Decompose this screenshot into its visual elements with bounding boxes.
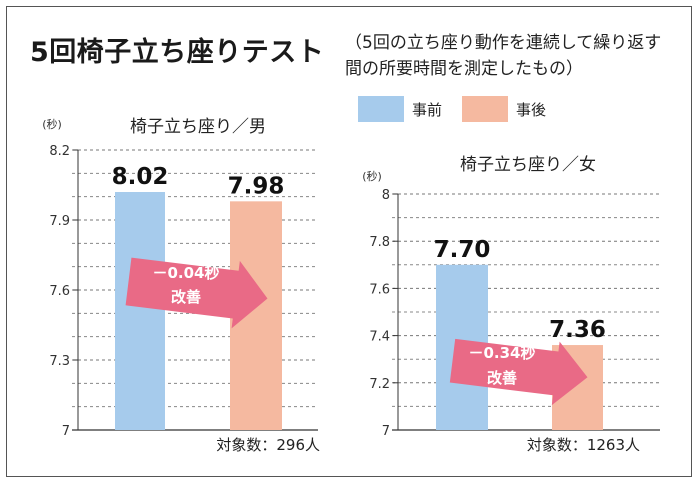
legend-swatch-before <box>358 96 404 122</box>
improvement-label-sub: 改善 <box>171 288 201 306</box>
y-axis-unit: (秒) <box>42 117 62 131</box>
chart-title: 椅子立ち座り／男 <box>130 117 266 137</box>
y-tick-label: 8.2 <box>49 144 70 159</box>
page-subtitle: （5回の立ち座り動作を連続して繰り返す間の所要時間を測定したもの） <box>345 33 662 79</box>
bar-before <box>115 192 165 430</box>
chart-title: 椅子立ち座り／女 <box>460 155 596 175</box>
bar-value-label: 7.36 <box>549 317 606 343</box>
y-tick-label: 7.4 <box>369 330 390 345</box>
y-axis-unit: (秒) <box>362 169 382 183</box>
y-tick-label: 8 <box>382 188 390 203</box>
improvement-arrow <box>125 257 268 329</box>
sample-size-note: 対象数：296人 <box>216 436 320 454</box>
y-tick-label: 7.8 <box>369 235 390 250</box>
improvement-label-sub: 改善 <box>487 369 517 387</box>
legend-item-before: 事前 <box>358 96 442 122</box>
y-tick-label: 7 <box>62 424 70 439</box>
frame <box>6 6 692 477</box>
y-tick-label: 7 <box>382 424 390 439</box>
improvement-arrow <box>449 338 588 406</box>
y-tick-label: 7.6 <box>49 284 70 299</box>
legend-swatch-after <box>462 96 508 122</box>
y-tick-label: 7.6 <box>369 282 390 297</box>
y-tick-label: 7.9 <box>49 214 70 229</box>
legend-label-before: 事前 <box>412 100 443 119</box>
y-tick-label: 7.2 <box>369 377 390 392</box>
legend-label-after: 事後 <box>516 100 547 119</box>
bar-value-label: 7.98 <box>228 173 285 199</box>
y-tick-label: 7.3 <box>49 354 70 369</box>
improvement-label: －0.04秒 <box>152 264 219 282</box>
improvement-label: －0.34秒 <box>468 344 535 362</box>
page-title: 5回椅子立ち座りテスト <box>30 37 325 68</box>
legend-item-after: 事後 <box>462 96 546 122</box>
bar-value-label: 8.02 <box>112 164 169 190</box>
bar-value-label: 7.70 <box>434 237 491 263</box>
sample-size-note: 対象数：1263人 <box>527 436 640 454</box>
